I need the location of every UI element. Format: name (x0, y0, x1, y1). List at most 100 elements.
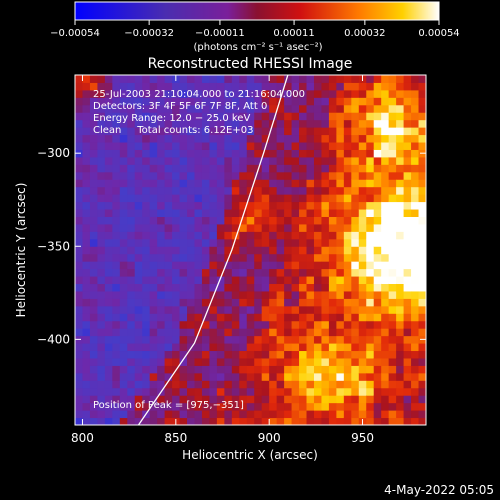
heatmap-cell (343, 283, 352, 292)
heatmap-cell (261, 276, 270, 285)
heatmap-cell (396, 238, 405, 247)
heatmap-cell (313, 112, 322, 121)
heatmap-cell (284, 387, 293, 396)
heatmap-cell (328, 261, 337, 270)
heatmap-cell (201, 231, 210, 240)
heatmap-cell (246, 82, 255, 91)
heatmap-cell (299, 290, 308, 299)
heatmap-cell (418, 201, 426, 210)
heatmap-cell (104, 104, 113, 113)
heatmap-cell (194, 231, 203, 240)
heatmap-cell (254, 343, 263, 352)
heatmap-image (75, 75, 426, 425)
heatmap-cell (373, 89, 382, 98)
heatmap-cell (104, 380, 113, 389)
heatmap-cell (343, 402, 352, 411)
heatmap-cell (164, 253, 173, 262)
heatmap-cell (381, 156, 390, 165)
heatmap-cell (254, 112, 263, 121)
heatmap-cell (381, 97, 390, 106)
heatmap-cell (418, 156, 426, 165)
heatmap-cell (351, 268, 360, 277)
heatmap-cell (373, 112, 382, 121)
heatmap-cell (224, 201, 233, 210)
heatmap-cell (418, 253, 426, 262)
heatmap-cell (418, 89, 426, 98)
heatmap-cell (82, 201, 91, 210)
heatmap-cell (291, 156, 300, 165)
heatmap-cell (276, 201, 285, 210)
heatmap-cell (366, 75, 375, 83)
heatmap-cell (134, 89, 143, 98)
heatmap-cell (149, 328, 158, 337)
heatmap-cell (201, 201, 210, 210)
heatmap-cell (358, 402, 367, 411)
heatmap-cell (224, 209, 233, 217)
heatmap-cell (269, 186, 278, 195)
heatmap-cell (291, 186, 300, 195)
heatmap-cell (209, 357, 218, 366)
heatmap-cell (157, 223, 166, 232)
heatmap-cell (239, 171, 248, 180)
heatmap-cell (134, 149, 143, 158)
heatmap-cell (201, 261, 210, 270)
heatmap-cell (381, 387, 390, 396)
heatmap-cell (261, 350, 270, 359)
heatmap-cell (82, 142, 91, 150)
heatmap-cell (418, 417, 426, 425)
heatmap-cell (299, 253, 308, 262)
heatmap-cell (396, 276, 405, 285)
heatmap-cell (112, 194, 121, 203)
heatmap-cell (164, 186, 173, 195)
heatmap-cell (366, 402, 375, 411)
heatmap-cell (119, 134, 128, 143)
heatmap-cell (254, 402, 263, 411)
heatmap-cell (254, 261, 263, 270)
x-axis-label: Heliocentric X (arcsec) (182, 448, 318, 462)
heatmap-cell (187, 97, 195, 106)
heatmap-cell (224, 156, 233, 165)
heatmap-cell (142, 156, 151, 165)
heatmap-cell (89, 142, 98, 150)
heatmap-cell (82, 328, 91, 337)
heatmap-cell (313, 276, 322, 285)
heatmap-cell (134, 395, 143, 404)
heatmap-cell (269, 313, 278, 322)
heatmap-cell (89, 201, 98, 210)
heatmap-cell (306, 387, 315, 396)
heatmap-cell (187, 320, 195, 329)
heatmap-cell (261, 305, 270, 314)
heatmap-cell (82, 82, 91, 91)
chart-title: Reconstructed RHESSI Image (148, 56, 353, 72)
heatmap-cell (291, 112, 300, 121)
heatmap-cell (403, 305, 412, 314)
heatmap-cell (209, 335, 218, 344)
heatmap-cell (373, 372, 382, 381)
heatmap-cell (187, 216, 195, 225)
heatmap-cell (142, 298, 151, 307)
heatmap-cell (328, 209, 337, 217)
heatmap-cell (321, 142, 330, 150)
heatmap-cell (157, 201, 166, 210)
heatmap-cell (261, 290, 270, 299)
heatmap-cell (366, 410, 375, 419)
heatmap-cell (89, 75, 98, 83)
heatmap-cell (291, 246, 300, 255)
heatmap-cell (269, 171, 278, 180)
heatmap-cell (157, 357, 166, 366)
heatmap-cell (343, 164, 352, 173)
heatmap-cell (164, 298, 173, 307)
heatmap-cell (254, 194, 263, 203)
heatmap-cell (366, 283, 375, 292)
heatmap-cell (254, 149, 263, 158)
heatmap-cell (134, 134, 143, 143)
heatmap-cell (201, 82, 210, 91)
heatmap-cell (366, 149, 375, 158)
heatmap-cell (75, 387, 83, 396)
heatmap-cell (179, 112, 188, 121)
heatmap-cell (149, 372, 158, 381)
heatmap-cell (127, 268, 136, 277)
heatmap-cell (104, 417, 113, 425)
heatmap-cell (418, 313, 426, 322)
heatmap-cell (276, 335, 285, 344)
